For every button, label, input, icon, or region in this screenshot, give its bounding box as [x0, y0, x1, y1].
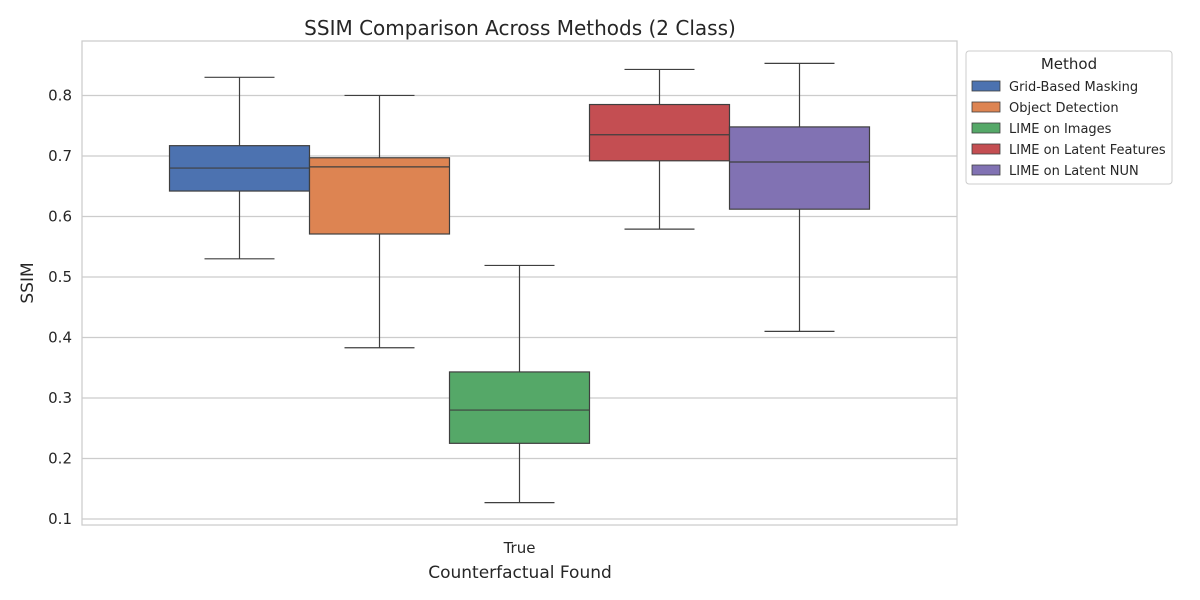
x-tick-label: True [503, 539, 536, 557]
legend-entry: LIME on Images [1009, 122, 1112, 137]
y-tick-label: 0.7 [48, 147, 72, 165]
legend-title: Method [1041, 55, 1097, 73]
legend-entry: Grid-Based Masking [1009, 80, 1138, 95]
legend-entry: LIME on Latent Features [1009, 143, 1166, 158]
y-tick-label: 0.6 [48, 207, 72, 225]
box-iqr [588, 103, 731, 162]
legend-swatch [971, 80, 1001, 92]
box-lime-on-latent-nun [728, 62, 871, 332]
legend-swatch [971, 122, 1001, 134]
box-lime-on-latent-features [588, 68, 731, 230]
x-tick-labels: True [503, 539, 536, 557]
x-axis-label: Counterfactual Found [428, 563, 612, 583]
y-axis-label: SSIM [18, 262, 38, 303]
box-object-detection [308, 94, 451, 349]
legend-swatch [971, 101, 1001, 113]
box-grid-based-masking [168, 76, 311, 260]
y-tick-label: 0.5 [48, 268, 72, 286]
chart-title: SSIM Comparison Across Methods (2 Class) [304, 16, 736, 40]
y-tick-labels: 0.1 0.2 0.3 0.4 0.5 0.6 0.7 0.8 [48, 86, 72, 528]
legend: Method Grid-Based Masking Object Detectio… [965, 50, 1173, 185]
plot-frame [81, 40, 958, 526]
box-lime-on-images [448, 264, 591, 504]
box-iqr [728, 126, 871, 210]
legend-entry: LIME on Latent NUN [1009, 164, 1139, 179]
y-tick-label: 0.2 [48, 449, 72, 467]
box-iqr [308, 157, 451, 235]
legend-entry: Object Detection [1009, 101, 1119, 116]
y-tick-label: 0.8 [48, 86, 72, 104]
legend-swatch [971, 164, 1001, 176]
box-iqr [448, 371, 591, 444]
legend-swatch [971, 143, 1001, 155]
y-tick-label: 0.4 [48, 328, 72, 346]
box-plots [168, 62, 871, 504]
y-tick-label: 0.3 [48, 389, 72, 407]
y-tick-label: 0.1 [48, 510, 72, 528]
legend-frame [965, 50, 1173, 185]
